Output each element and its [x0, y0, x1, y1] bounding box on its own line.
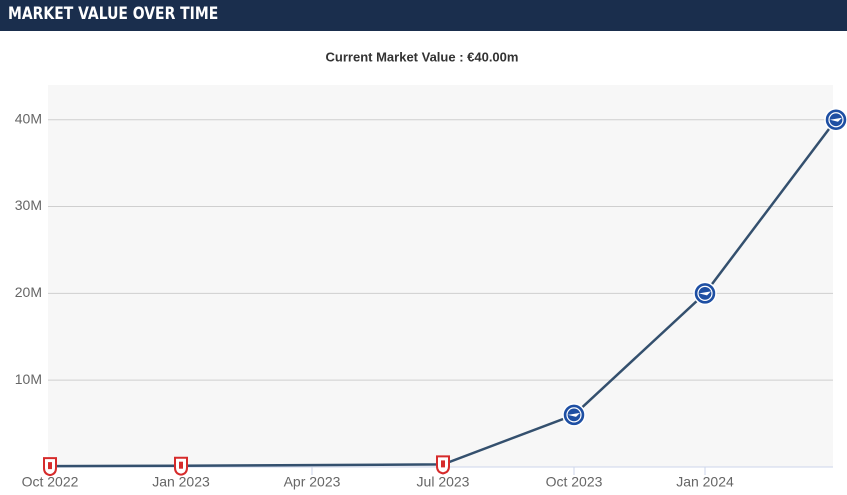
- marker-detail: [828, 112, 844, 128]
- marker-group: [436, 455, 450, 475]
- y-tick-label: 20M: [15, 284, 42, 300]
- marker-detail: [699, 291, 711, 296]
- marker-detail: [566, 407, 582, 423]
- y-tick-label: 10M: [15, 371, 42, 387]
- chart: Current Market Value : €40.00m 10M 20M 30M…: [15, 49, 847, 490]
- y-tick-label: 40M: [15, 110, 42, 126]
- marker-group: [174, 456, 188, 476]
- y-tick-label: 30M: [15, 197, 42, 213]
- header-title: MARKET VALUE OVER TIME: [8, 4, 219, 24]
- marker-group: [693, 281, 717, 306]
- chart-title: Current Market Value : €40.00m: [326, 49, 519, 64]
- marker-group: [824, 107, 847, 132]
- x-tick-label: Oct 2022: [22, 474, 79, 490]
- x-tick-label: Jul 2023: [417, 474, 470, 490]
- marker-detail: [830, 117, 842, 122]
- x-tick-label: Apr 2023: [284, 474, 341, 490]
- marker-detail: [179, 461, 183, 469]
- x-tick-label: Jan 2023: [152, 474, 210, 490]
- header: MARKET VALUE OVER TIME: [0, 0, 847, 31]
- marker-detail: [568, 412, 580, 417]
- marker-detail: [48, 462, 52, 470]
- marker-detail: [441, 460, 445, 468]
- marker-group: [43, 457, 57, 477]
- marker-group: [562, 403, 586, 427]
- line: [49, 118, 837, 468]
- plot-area: [48, 85, 833, 467]
- x-tick-label: Jan 2024: [676, 474, 734, 490]
- x-tick-label: Oct 2023: [546, 474, 603, 490]
- marker-detail: [697, 285, 713, 301]
